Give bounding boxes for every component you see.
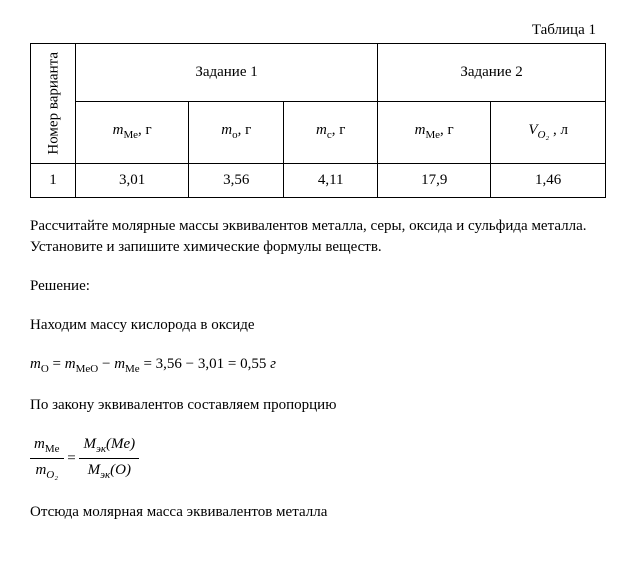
var: m (30, 356, 41, 372)
sub: Me (45, 443, 60, 455)
sub: MeO (76, 363, 99, 375)
sub: Me (125, 363, 140, 375)
col-group-2: Задание 2 (378, 44, 606, 102)
col-header-m-me: mМе, г (76, 101, 189, 163)
cell-value: 1,46 (491, 163, 606, 197)
step-3-text: Отсюда молярная масса эквивалентов метал… (30, 502, 606, 523)
var: M (83, 436, 96, 452)
col-var: m (316, 122, 327, 138)
col-group-1: Задание 1 (76, 44, 378, 102)
cell-value: 3,01 (76, 163, 189, 197)
cell-value: 17,9 (378, 163, 491, 197)
formula-mass-oxygen: mO = mMeO − mMe = 3,56 − 3,01 = 0,55 г (30, 354, 606, 377)
col-unit: , л (549, 122, 568, 138)
cell-value: 4,11 (284, 163, 378, 197)
var: m (65, 356, 76, 372)
op: − (98, 356, 114, 372)
table-header-row-2: mМе, г mо, г mс, г mМе, г VO₂ , л (31, 101, 606, 163)
unit: г (270, 356, 276, 372)
col-sub: Ме (426, 129, 441, 141)
col-header-m-c: mс, г (284, 101, 378, 163)
denominator: Mэк(O) (79, 459, 139, 483)
sub: эк (100, 469, 110, 481)
cell-variant-number: 1 (31, 163, 76, 197)
var: m (35, 462, 46, 478)
col-unit: , г (138, 122, 152, 138)
numerator: mMe (30, 434, 64, 459)
step-2-text: По закону эквивалентов составляем пропор… (30, 395, 606, 416)
step-1-text: Находим массу кислорода в оксиде (30, 315, 606, 336)
arg: (Me) (106, 436, 135, 452)
fraction-right: Mэк(Me) Mэк(O) (79, 434, 139, 484)
col-unit: , г (332, 122, 346, 138)
sub: O₂ (46, 469, 58, 481)
col-header-m-me2: mМе, г (378, 101, 491, 163)
denominator: mO₂ (30, 459, 64, 483)
col-var: m (113, 122, 124, 138)
formula-equivalents-ratio: mMe mO₂ = Mэк(Me) Mэк(O) (30, 434, 606, 484)
col-header-m-o: mо, г (189, 101, 284, 163)
data-table: Номер варианта Задание 1 Задание 2 mМе, … (30, 43, 606, 198)
table-data-row: 1 3,01 3,56 4,11 17,9 1,46 (31, 163, 606, 197)
numerator: Mэк(Me) (79, 434, 139, 459)
var: M (88, 462, 101, 478)
col-var: m (415, 122, 426, 138)
col-sub: O₂ (537, 129, 549, 141)
var: m (34, 436, 45, 452)
var: m (114, 356, 125, 372)
table-caption: Таблица 1 (30, 20, 606, 41)
cell-value: 3,56 (189, 163, 284, 197)
problem-statement: Рассчитайте молярные массы эквивалентов … (30, 216, 606, 258)
sub: эк (96, 443, 106, 455)
eq: = (49, 356, 65, 372)
table-header-row-1: Номер варианта Задание 1 Задание 2 (31, 44, 606, 102)
col-unit: , г (440, 122, 454, 138)
col-var: m (221, 122, 232, 138)
row-header-variant: Номер варианта (31, 44, 76, 164)
col-header-v-o2: VO₂ , л (491, 101, 606, 163)
numeric: = 3,56 − 3,01 = 0,55 (140, 356, 270, 372)
eq: = (67, 450, 79, 466)
sub: O (41, 363, 49, 375)
col-sub: Ме (123, 129, 138, 141)
fraction-left: mMe mO₂ (30, 434, 64, 484)
arg: (O) (110, 462, 131, 478)
col-unit: , г (238, 122, 252, 138)
solution-label: Решение: (30, 276, 606, 297)
